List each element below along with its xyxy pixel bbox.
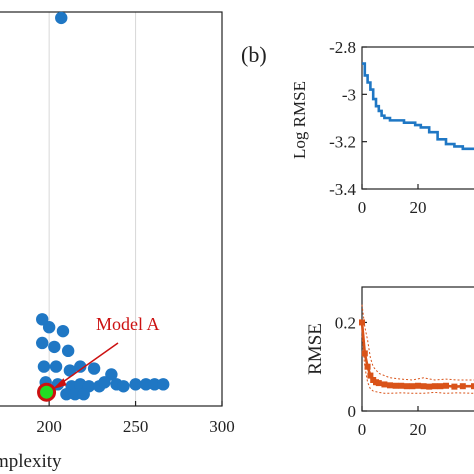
b2-series-marker: [420, 383, 427, 390]
b2-series-marker: [387, 382, 393, 389]
rmse-panel: 0 20 0 0.2 RMSE: [305, 286, 474, 439]
b1-y-tick-label: -3.2: [329, 133, 356, 152]
b2-series-marker: [459, 383, 466, 390]
scatter-point: [129, 378, 142, 391]
scatter-point: [37, 360, 51, 373]
scatter-point: [42, 321, 56, 334]
log-rmse-panel: 0 20 -2.8 -3 -3.2 -3.4 Log RMSE: [290, 38, 474, 217]
scatter-x-axis-label: mplexity: [0, 451, 62, 472]
scatter-x-tick-label: 200: [36, 417, 62, 436]
scatter-point: [48, 340, 61, 354]
b2-series-line: [361, 304, 474, 381]
log-rmse-plot-frame: [361, 46, 474, 190]
b2-series-marker: [451, 383, 458, 390]
b2-series-marker: [392, 382, 399, 389]
panel-b-label: (b): [241, 42, 267, 67]
b2-x-tick-label: 0: [358, 420, 367, 439]
b2-y-tick-label: 0: [348, 402, 357, 421]
model-a-label: Model A: [96, 314, 160, 334]
rmse-plot-frame: [361, 286, 474, 412]
scatter-point: [98, 376, 111, 389]
model-a-arrow: [55, 342, 119, 388]
scatter-point: [36, 336, 49, 350]
b1-y-tick-label: -3.4: [329, 180, 356, 199]
b1-y-tick-label: -2.8: [329, 38, 356, 57]
scatter-x-tick-label: 300: [209, 417, 235, 436]
b2-series-marker: [471, 383, 474, 390]
b2-series-marker: [398, 382, 405, 389]
scatter-x-tick-label: 250: [123, 417, 149, 436]
log-rmse-y-axis-label: Log RMSE: [290, 81, 309, 159]
scatter-point: [56, 324, 70, 338]
b2-series-marker: [359, 319, 365, 326]
b1-x-tick-label: 0: [358, 198, 367, 217]
b2-x-tick-label: 20: [410, 420, 427, 439]
b2-series-marker: [431, 383, 438, 390]
b2-series-marker: [443, 382, 449, 389]
b2-series-line: [360, 322, 474, 388]
b2-series-marker: [367, 372, 374, 379]
scatter-point: [77, 387, 90, 401]
b1-y-tick-label: -3: [342, 85, 356, 104]
scatter-point: [68, 387, 82, 401]
scatter-point: [63, 364, 77, 377]
scatter-plot-frame: [0, 11, 223, 407]
b1-series-line: [362, 62, 474, 151]
scatter-point: [74, 360, 87, 373]
scatter-point: [55, 11, 68, 25]
model-a-point: [37, 382, 57, 402]
scatter-point: [139, 378, 153, 391]
scatter-point: [148, 378, 161, 391]
b2-series-marker: [375, 380, 382, 387]
b2-series-line: [361, 335, 474, 394]
b1-x-tick-label: 20: [410, 198, 427, 217]
b2-series-marker: [415, 382, 421, 389]
scatter-point: [87, 362, 101, 375]
b2-series-marker: [409, 383, 416, 390]
scatter-point: [61, 344, 75, 358]
b2-series-marker: [403, 383, 410, 390]
rmse-y-axis-label: RMSE: [305, 323, 326, 375]
scatter-point: [49, 360, 63, 373]
model-a-arrowhead: [52, 378, 67, 390]
b2-series-marker: [437, 383, 444, 390]
scatter-point: [157, 378, 170, 391]
b2-series-marker: [361, 350, 368, 357]
scatter-panel: 200 250 300 Model A mplexity: [0, 11, 235, 472]
b2-y-tick-label: 0.2: [335, 313, 356, 332]
b2-series-marker: [364, 363, 371, 370]
scatter-point: [117, 380, 130, 393]
b2-series-marker: [426, 383, 433, 390]
b2-series-marker: [381, 381, 388, 388]
scatter-point: [60, 387, 73, 401]
